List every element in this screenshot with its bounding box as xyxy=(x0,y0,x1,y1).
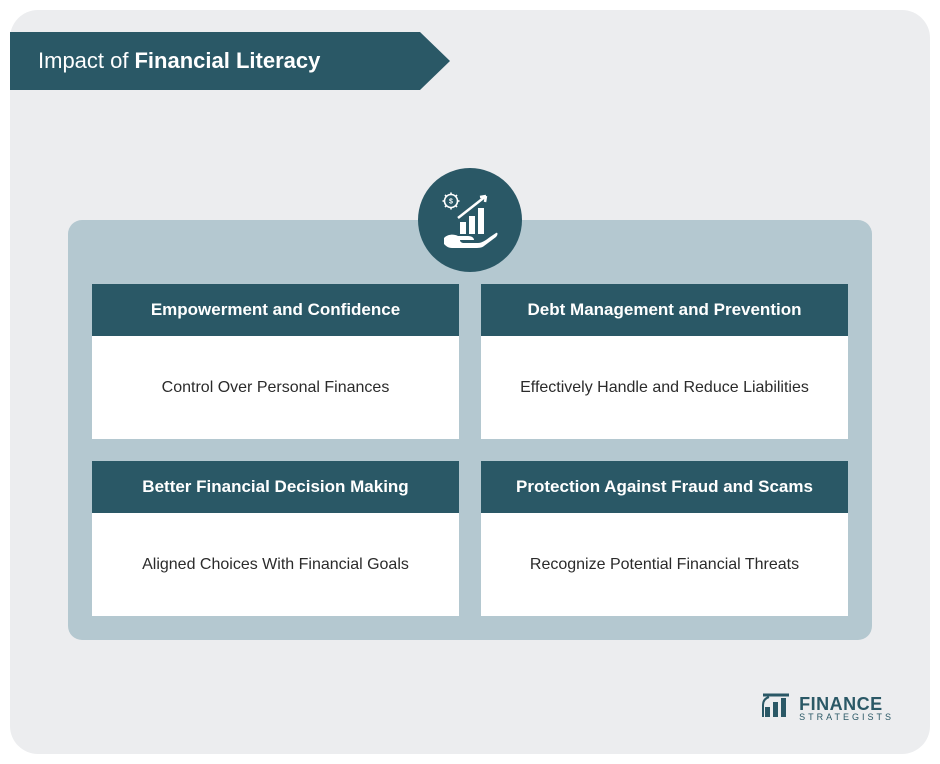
center-icon-wrap: $ xyxy=(418,168,522,272)
title-bold: Financial Literacy xyxy=(134,48,320,74)
brand-bars-icon xyxy=(761,691,791,726)
card-title: Empowerment and Confidence xyxy=(92,284,459,336)
card-title: Protection Against Fraud and Scams xyxy=(481,461,848,513)
title-light: Impact of xyxy=(38,48,128,74)
footer-brand: FINANCE STRATEGISTS xyxy=(761,691,894,726)
brand-main: FINANCE xyxy=(799,695,894,713)
cards-panel: Empowerment and Confidence Control Over … xyxy=(68,220,872,640)
title-banner: Impact of Financial Literacy xyxy=(10,32,450,90)
infographic-canvas: Impact of Financial Literacy xyxy=(10,10,930,754)
brand-sub: STRATEGISTS xyxy=(799,713,894,722)
card-body: Aligned Choices With Financial Goals xyxy=(92,513,459,616)
card-body: Control Over Personal Finances xyxy=(92,336,459,439)
card-title: Better Financial Decision Making xyxy=(92,461,459,513)
card-body: Recognize Potential Financial Threats xyxy=(481,513,848,616)
card-body: Effectively Handle and Reduce Liabilitie… xyxy=(481,336,848,439)
svg-text:$: $ xyxy=(449,199,453,206)
card-decision-making: Better Financial Decision Making Aligned… xyxy=(92,461,459,616)
financial-growth-icon: $ xyxy=(418,168,522,272)
card-fraud-protection: Protection Against Fraud and Scams Recog… xyxy=(481,461,848,616)
card-title: Debt Management and Prevention xyxy=(481,284,848,336)
card-empowerment: Empowerment and Confidence Control Over … xyxy=(92,284,459,439)
card-debt-management: Debt Management and Prevention Effective… xyxy=(481,284,848,439)
brand-text: FINANCE STRATEGISTS xyxy=(799,695,894,722)
